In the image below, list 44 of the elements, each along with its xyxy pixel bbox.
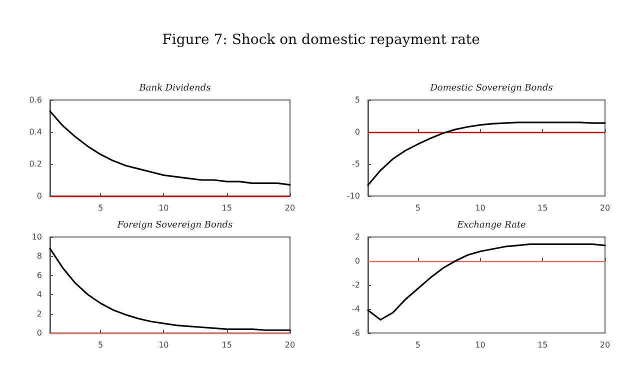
y-tick-label: 10: [32, 232, 42, 242]
line-series: [49, 248, 291, 331]
x-tick-label: 20: [600, 204, 610, 212]
line-series: [49, 110, 291, 186]
x-tick-label: 10: [158, 204, 169, 212]
y-tick-label: -6: [352, 328, 360, 338]
y-tick-label: 2: [36, 309, 42, 318]
chart-title: Foreign Sovereign Bonds: [116, 220, 233, 230]
chart-title: Domestic Sovereign Bonds: [429, 84, 554, 94]
x-tick-label: 10: [158, 340, 169, 350]
x-tick-label: 15: [538, 204, 548, 212]
y-tick-label: 6: [36, 270, 42, 280]
y-tick-label: -5: [352, 160, 360, 168]
y-tick-label: 0.2: [29, 160, 42, 168]
y-tick-label: 8: [36, 252, 42, 261]
y-tick-label: 0: [36, 192, 42, 200]
y-tick-label: 0: [36, 328, 42, 338]
x-tick-label: 10: [475, 204, 486, 212]
y-tick-label: 2: [354, 232, 360, 242]
line-series: [367, 243, 606, 321]
y-tick-label: -10: [346, 192, 360, 200]
x-tick-label: 15: [222, 204, 232, 212]
y-tick-label: 0.4: [29, 128, 42, 136]
caption: Figure 7: Shock on domestic repayment rate: [161, 32, 481, 48]
x-tick-label: 5: [98, 204, 104, 212]
line-series: [367, 122, 606, 186]
y-tick-label: -2: [352, 280, 360, 290]
x-tick-label: 20: [600, 340, 610, 350]
y-tick-label: 0.6: [29, 96, 42, 104]
y-tick-label: 4: [36, 290, 42, 300]
y-tick-label: 0: [354, 256, 360, 266]
y-tick-label: -4: [352, 304, 360, 314]
x-tick-label: 5: [415, 204, 420, 212]
x-tick-label: 5: [98, 340, 104, 350]
chart-title: Bank Dividends: [138, 84, 212, 94]
x-tick-label: 20: [284, 204, 296, 212]
chart-title: Exchange Rate: [456, 220, 526, 230]
x-tick-label: 15: [222, 340, 232, 350]
x-tick-label: 15: [538, 340, 548, 350]
y-tick-label: 5: [354, 96, 360, 104]
y-tick-label: 0: [354, 128, 360, 136]
x-tick-label: 5: [415, 340, 420, 350]
x-tick-label: 20: [284, 340, 296, 350]
x-tick-label: 10: [475, 340, 486, 350]
